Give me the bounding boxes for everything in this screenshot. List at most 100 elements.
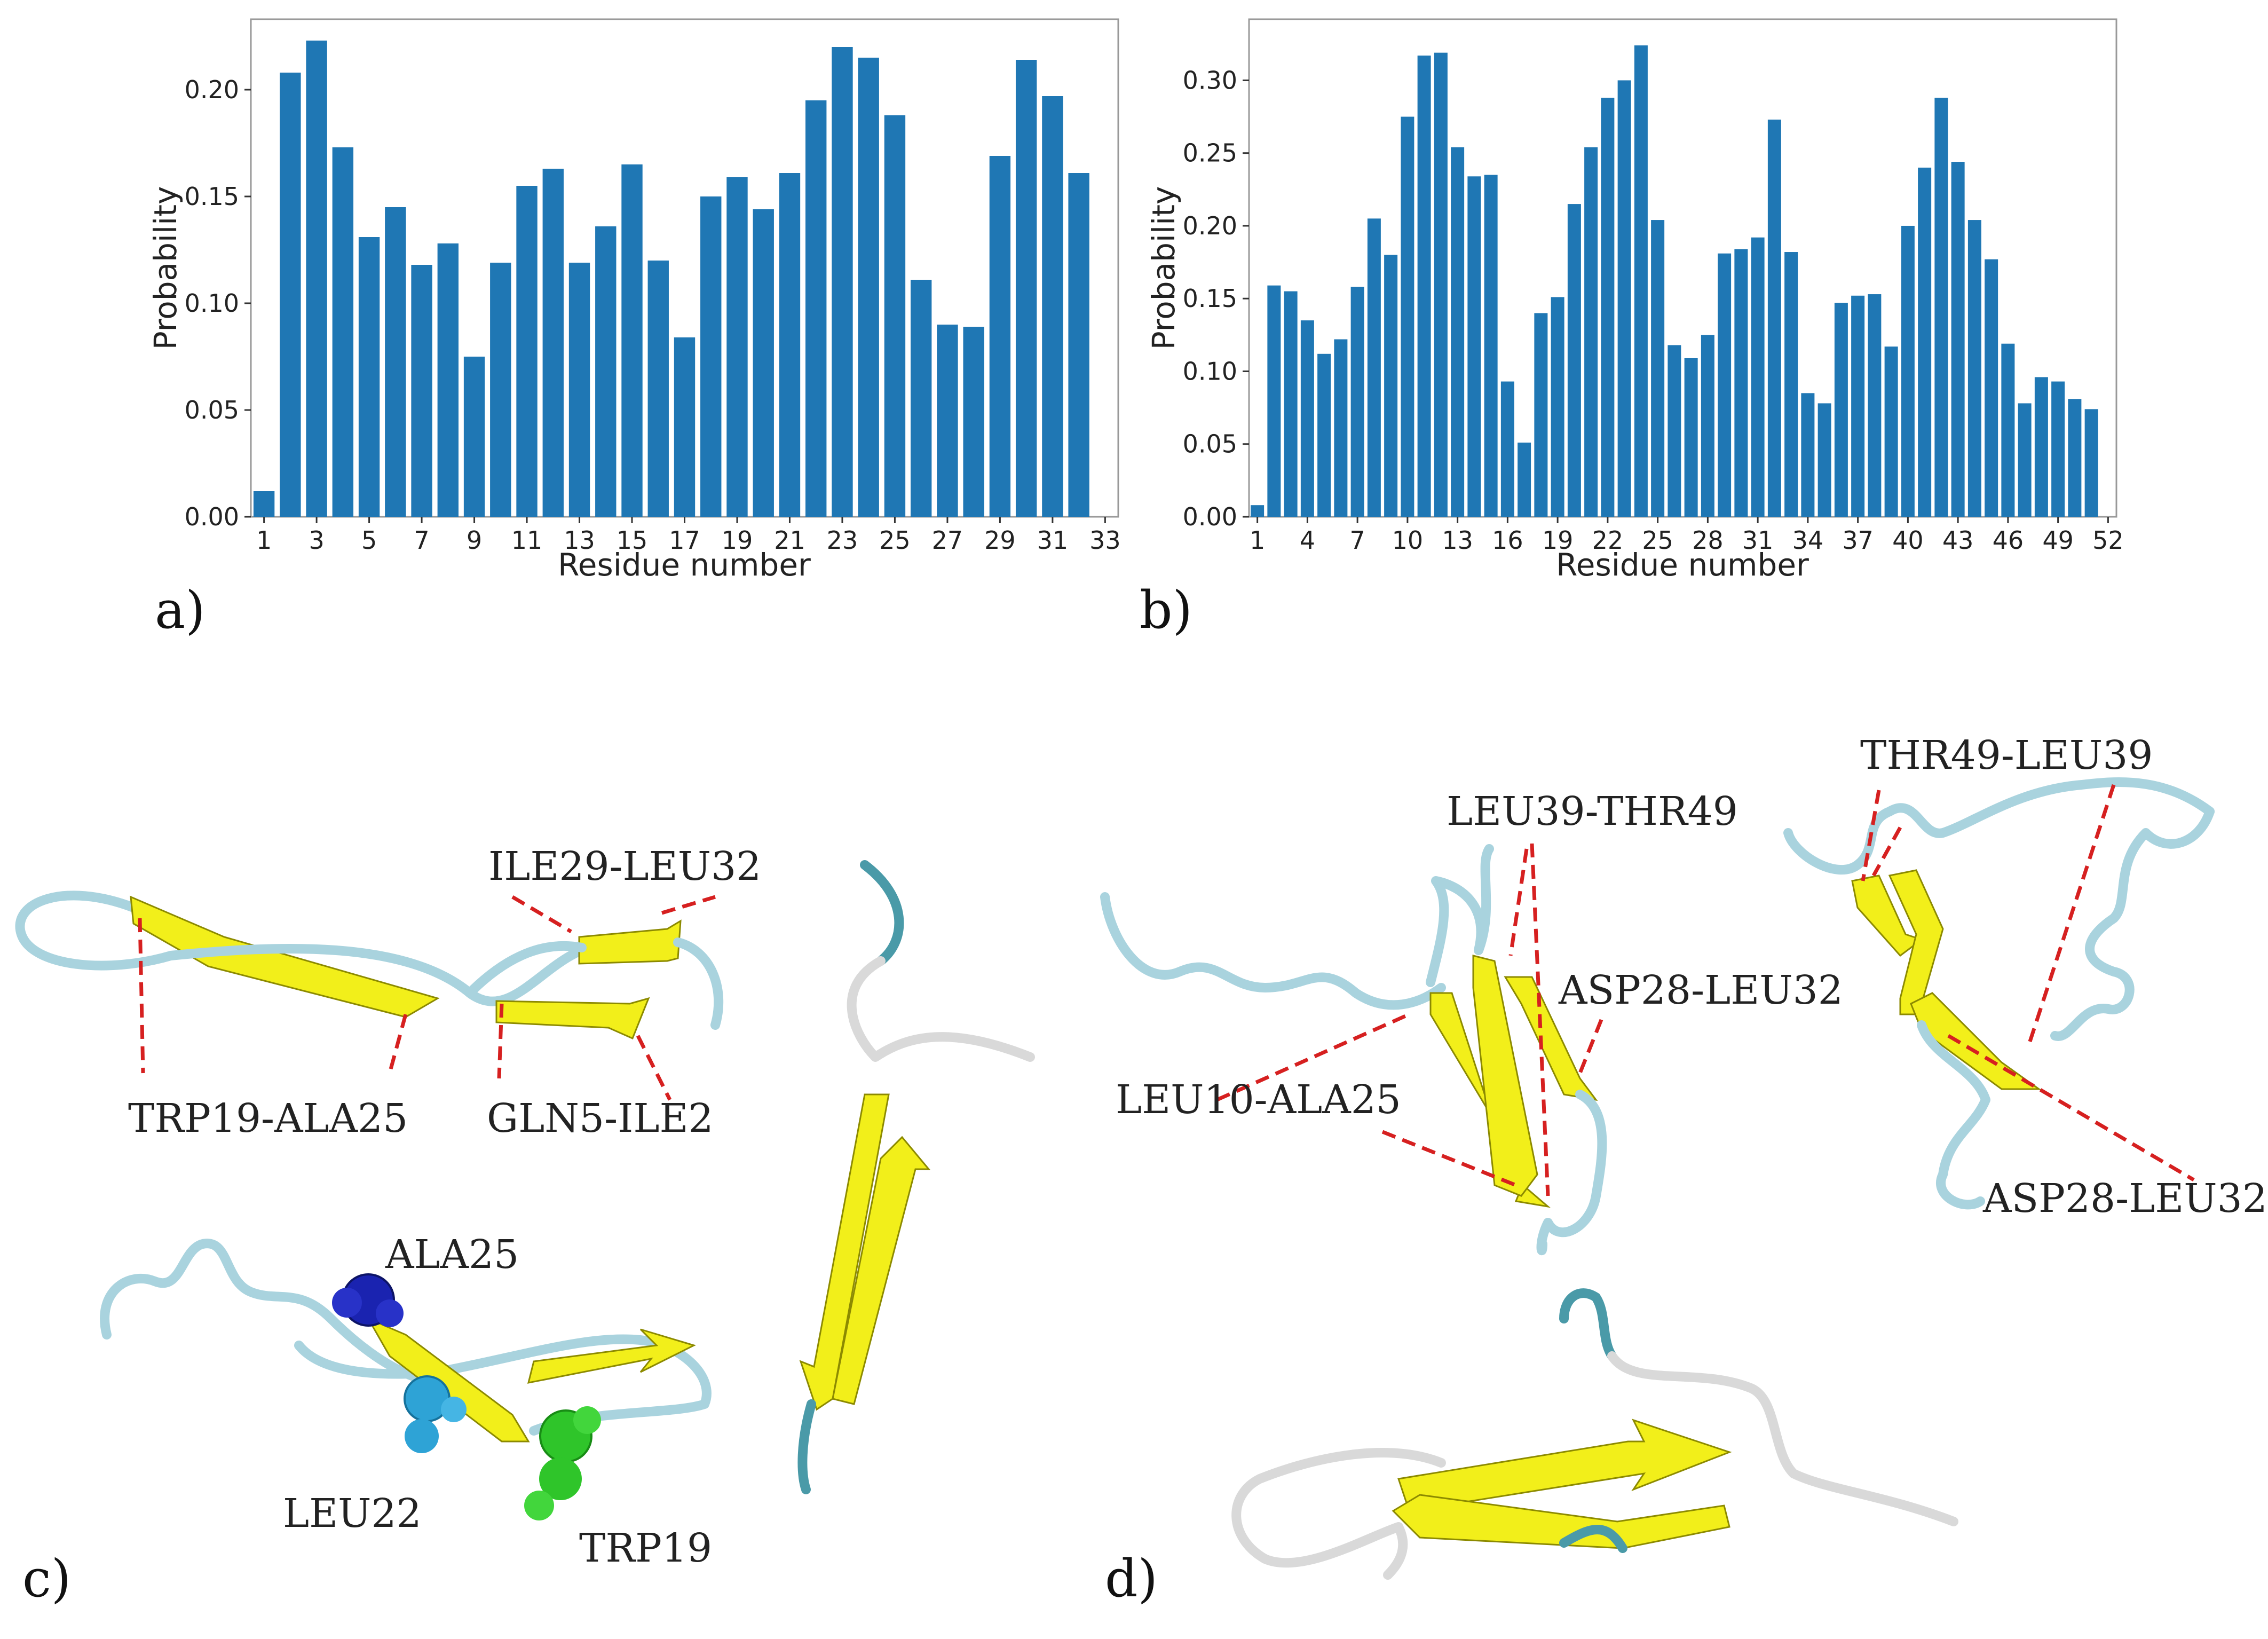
bars-a [253,41,1089,517]
bar-b-residue-28 [1701,335,1714,517]
bar-b-residue-14 [1467,176,1481,517]
y-tick-label: 0.15 [1183,284,1237,313]
x-tick-label: 13 [1442,526,1473,555]
y-tick-label: 0.05 [1183,430,1237,459]
bar-a-residue-15 [621,164,643,517]
annotation-thr49-leu39: THR49-LEU39 [1860,732,2153,778]
x-tick-label: 23 [827,526,858,555]
bar-b-residue-35 [1817,403,1831,517]
coil-loop [847,956,1035,1062]
annotation-gln5-ile2: GLN5-ILE2 [487,1096,714,1141]
coil-loop [2050,807,2215,1041]
bar-b-residue-22 [1601,98,1615,517]
coil-n-term [1100,892,1446,1010]
annotation-leader-line [1861,790,1881,881]
panel-label-b: b) [1140,580,1192,640]
coil-top [1426,844,1494,987]
bar-b-residue-36 [1834,303,1848,517]
bar-b-residue-29 [1718,253,1732,517]
residue-trp19-atoms [573,1406,601,1434]
x-tick-label: 13 [564,526,595,555]
bar-b-residue-26 [1668,345,1681,517]
bar-b-residue-27 [1684,358,1698,517]
bar-b-residue-45 [1985,259,1998,517]
annotation-leader-line [1530,843,1550,1196]
y-tick-label: 0.30 [1183,66,1237,94]
bar-a-residue-31 [1042,96,1063,517]
beta-strand [578,919,682,965]
bar-b-residue-12 [1434,52,1448,517]
y-tick-label: 0.00 [1183,502,1237,531]
bar-b-residue-13 [1451,147,1465,517]
annotation-leader-line [636,1035,672,1101]
bar-a-residue-21 [779,173,801,517]
coil-c-term [1917,1020,1990,1210]
bar-b-residue-49 [2051,381,2065,517]
bar-b-residue-21 [1584,147,1598,517]
bar-a-residue-25 [884,115,906,517]
panel-d-structures: LEU39-THR49 ASP28-LEU32 LEU10-ALA25 THR4… [1100,732,2267,1609]
bar-b-residue-9 [1384,255,1398,517]
coil-top [1559,1288,1617,1361]
annotation-leader-line [138,918,145,1074]
bar-b-residue-37 [1851,295,1865,517]
chart-a: 1 3 5 7 9 11 13 15 17 19 21 23 25 27 29 31 33 0.000.050.… [147,18,1121,640]
coil-crossing [166,940,603,1006]
bar-b-residue-50 [2068,399,2082,517]
bar-b-residue-10 [1401,116,1414,517]
bar-b-residue-2 [1267,285,1281,517]
bar-b-residue-16 [1500,381,1514,517]
beta-strand [1504,976,1598,1101]
bar-b-residue-46 [2001,343,2015,517]
panel-label-a: a) [155,580,206,640]
bar-a-residue-7 [411,265,432,517]
x-tick-label: 28 [1692,526,1724,555]
hairpin-structure-c-bottom [100,1239,712,1520]
sheet-structure-d-right [1783,777,2215,1210]
bar-b-residue-51 [2084,409,2098,517]
bar-b-residue-34 [1801,393,1815,517]
annotation-leader-line [1216,1012,1410,1102]
bar-b-residue-24 [1634,45,1648,517]
bar-a-residue-27 [937,325,958,517]
coil-c-term [1536,1090,1607,1256]
x-tick-label: 49 [2042,526,2074,555]
sheet-structure-d-bottom [1231,1288,1958,1580]
label-trp19: TRP19 [579,1525,712,1571]
coil-middle [1559,1525,1627,1553]
bar-a-residue-11 [516,186,538,517]
coil-loop [1607,1351,1958,1526]
y-tick-label: 0.20 [1183,211,1237,240]
x-tick-label: 7 [1349,526,1365,555]
bar-b-residue-19 [1551,297,1564,517]
x-tick-label: 15 [617,526,648,555]
x-tick-label: 52 [2092,526,2124,555]
x-tick-label: 17 [669,526,700,555]
coil-bottom [797,1399,816,1494]
annotation-leader-line [1381,1130,1517,1187]
hairpin-structure-c-right [797,860,1035,1494]
annotation-leu39-thr49: LEU39-THR49 [1447,789,1738,834]
y-tick-label: 0.05 [185,396,239,424]
bar-b-residue-38 [1868,294,1882,517]
x-tick-label: 9 [467,526,482,555]
annotation-leader-line [388,1014,408,1074]
bar-b-residue-42 [1934,98,1948,517]
bar-a-residue-16 [647,261,669,517]
x-tick-label: 37 [1842,526,1874,555]
x-tick-label: 4 [1300,526,1315,555]
bar-b-residue-5 [1317,353,1331,517]
x-tick-label: 31 [1742,526,1774,555]
bar-b-residue-20 [1567,204,1581,517]
y-axis-label-a: Probability [147,186,184,350]
x-axis-label-a: Residue number [558,547,811,583]
x-tick-label: 5 [361,526,377,555]
coil-loop [15,891,176,971]
bar-b-residue-40 [1901,225,1915,517]
y-tick-label: 0.10 [185,289,239,318]
y-axis-label-b: Probability [1145,186,1182,350]
bar-a-residue-5 [358,237,380,517]
x-axis-label-b: Residue number [1556,547,1809,583]
bar-a-residue-19 [726,177,748,517]
label-leu22: LEU22 [283,1491,422,1536]
